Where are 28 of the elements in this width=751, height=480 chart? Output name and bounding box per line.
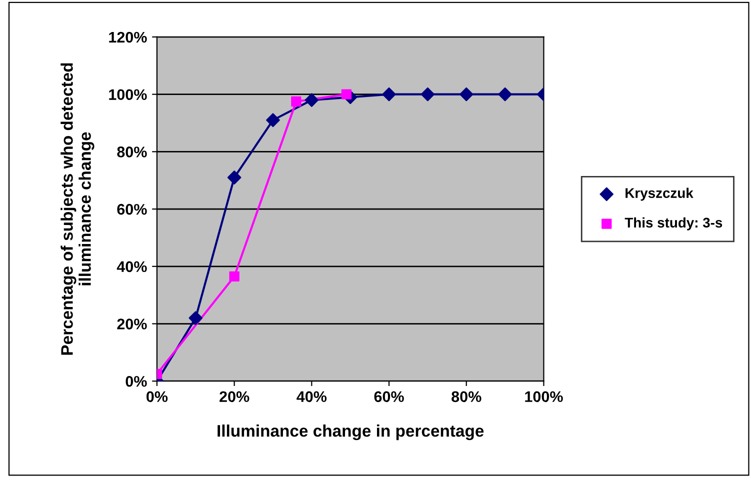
y-tick-label: 20%	[117, 318, 147, 330]
y-tick-label: 40%	[116, 261, 147, 272]
x-tick-label: 80%	[452, 391, 482, 402]
point	[229, 271, 240, 282]
point	[227, 170, 242, 184]
x-axis-title: Illuminance change in percentage	[218, 424, 484, 440]
point	[459, 87, 474, 102]
y-tick-label: 60%	[117, 204, 147, 215]
y-tick-label: 100%	[109, 89, 147, 100]
point	[304, 93, 319, 107]
y-tick-label: 0%	[126, 376, 147, 387]
point	[266, 113, 280, 128]
x-tick-label: 40%	[296, 391, 327, 402]
y-axis-title: Percentage of subjects who detected illuminance change	[60, 63, 94, 355]
y-tick-label: 80%	[117, 146, 147, 158]
point	[382, 87, 396, 102]
point	[188, 311, 203, 325]
point	[498, 87, 512, 102]
legend-label: This study: 3-s	[624, 217, 722, 230]
point	[341, 89, 352, 100]
x-tick-label: 100%	[525, 391, 563, 402]
x-tick-label: 0%	[146, 391, 168, 402]
legend-label: Kryszczuk	[626, 188, 694, 201]
point	[420, 87, 435, 102]
point	[291, 96, 302, 107]
y-tick-label: 120%	[109, 32, 147, 43]
x-tick-label: 20%	[220, 391, 250, 402]
x-tick-label: 60%	[374, 391, 404, 402]
